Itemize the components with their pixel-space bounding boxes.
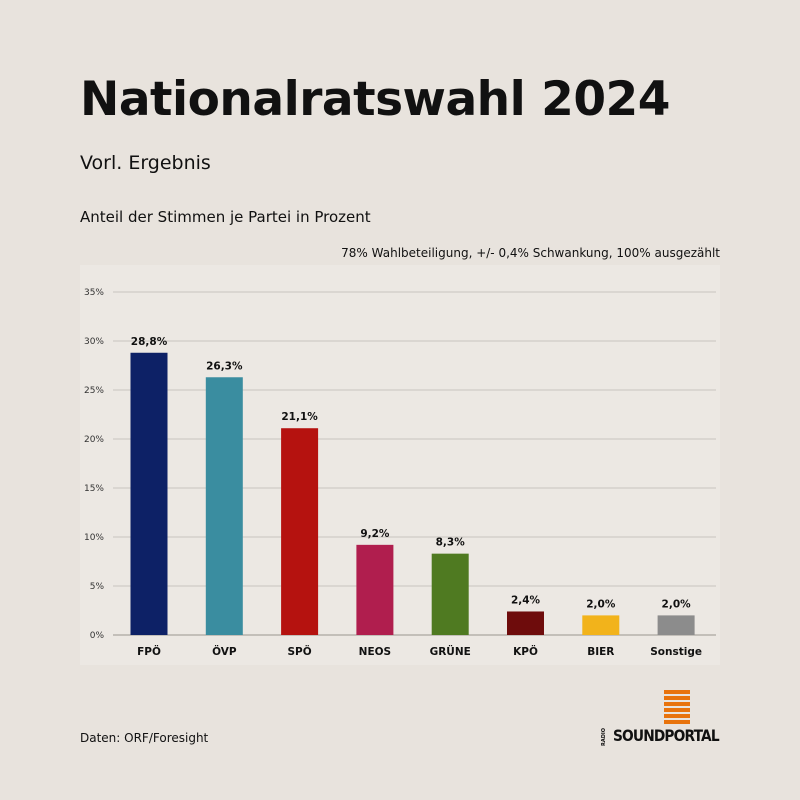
- bar-chart-svg: 0% 5% 10% 15% 20% 25% 30% 35% 28,8% FPÖ 26,3% ÖVP 21…: [84, 288, 716, 658]
- y-tick-label: 0%: [90, 631, 105, 641]
- y-tick-label: 35%: [84, 288, 104, 298]
- bar-value-label: 2,0%: [662, 598, 692, 610]
- logo-wordmark: SOUNDPORTAL: [613, 726, 720, 745]
- y-tick-label: 25%: [84, 386, 104, 396]
- bar: [356, 544, 394, 635]
- bar: [507, 611, 544, 635]
- logo-stripes-icon: [664, 690, 690, 724]
- bar-value-label: 2,4%: [511, 594, 541, 606]
- bar-value-label: 8,3%: [436, 537, 466, 549]
- x-tick-label: Sonstige: [650, 646, 702, 658]
- y-tick-label: 20%: [84, 435, 104, 445]
- data-source: Daten: ORF/Foresight: [80, 731, 209, 745]
- x-tick-label: FPÖ: [137, 644, 161, 658]
- y-tick-label: 5%: [90, 582, 105, 592]
- bar: [431, 553, 469, 635]
- bar: [281, 428, 319, 635]
- x-tick-label: NEOS: [359, 646, 391, 658]
- y-tick-label: 30%: [84, 337, 104, 347]
- x-tick-label: GRÜNE: [430, 644, 471, 658]
- y-tick-label: 15%: [84, 484, 104, 494]
- bar-value-label: 26,3%: [206, 360, 243, 372]
- soundportal-logo: RADIO SOUNDPORTAL: [601, 690, 721, 746]
- x-tick-label: BIER: [587, 646, 614, 658]
- bar-value-label: 2,0%: [586, 598, 616, 610]
- bar: [205, 377, 243, 635]
- page-title: Nationalratswahl 2024: [80, 72, 670, 127]
- x-tick-label: ÖVP: [212, 644, 237, 658]
- bar-value-label: 28,8%: [131, 336, 168, 348]
- chart-note: 78% Wahlbeteiligung, +/- 0,4% Schwankung…: [341, 246, 720, 260]
- logo-small-text: RADIO: [601, 728, 607, 746]
- bar: [657, 615, 695, 635]
- bar-value-label: 21,1%: [281, 411, 318, 423]
- bar-chart: 0% 5% 10% 15% 20% 25% 30% 35% 28,8% FPÖ 26,3% ÖVP 21…: [80, 265, 720, 665]
- bar-value-label: 9,2%: [360, 528, 390, 540]
- bar: [130, 352, 168, 635]
- x-tick-label: SPÖ: [288, 644, 312, 658]
- bar: [582, 615, 620, 635]
- chart-heading: Anteil der Stimmen je Partei in Prozent: [80, 208, 371, 226]
- y-tick-label: 10%: [84, 533, 104, 543]
- page-subtitle: Vorl. Ergebnis: [80, 152, 211, 174]
- x-tick-label: KPÖ: [513, 644, 538, 658]
